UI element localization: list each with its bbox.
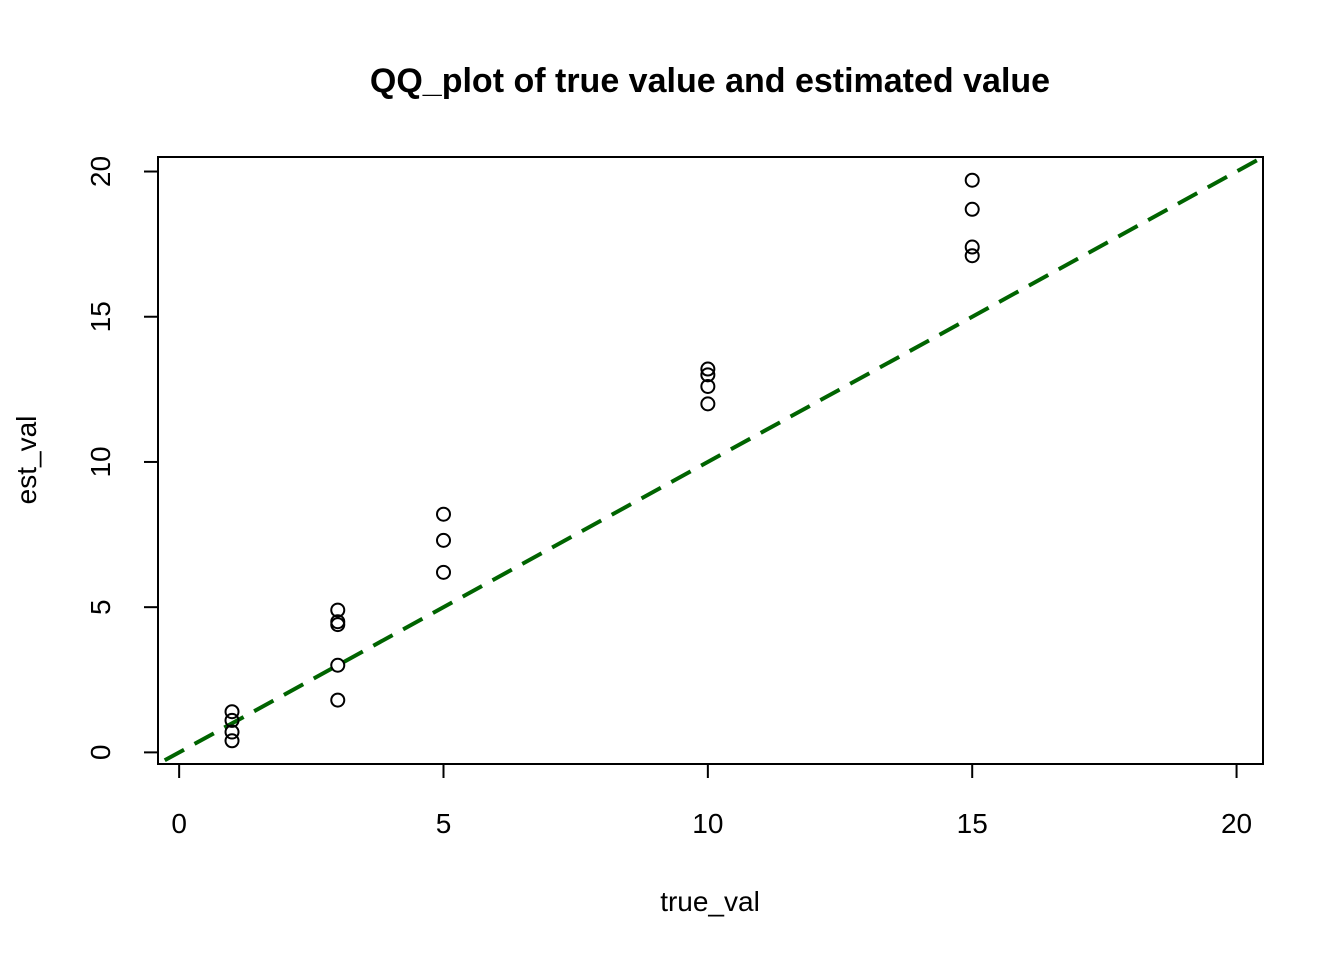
- x-tick-label: 5: [436, 808, 452, 839]
- data-point: [700, 367, 716, 383]
- data-point: [964, 248, 980, 264]
- data-point: [436, 506, 452, 522]
- y-axis-label: est_val: [11, 416, 42, 505]
- x-axis-label: true_val: [660, 886, 760, 917]
- y-tick-label: 10: [85, 446, 116, 477]
- y-tick-label: 0: [85, 745, 116, 761]
- y-tick-label: 20: [85, 156, 116, 187]
- reference-line: [158, 157, 1263, 764]
- data-point: [964, 201, 980, 217]
- x-tick-label: 0: [171, 808, 187, 839]
- y-tick-label: 5: [85, 599, 116, 615]
- data-point: [436, 564, 452, 580]
- data-point: [700, 378, 716, 394]
- data-point: [224, 712, 240, 728]
- chart-title: QQ_plot of true value and estimated valu…: [370, 62, 1050, 100]
- x-tick-label: 15: [957, 808, 988, 839]
- data-point: [700, 396, 716, 412]
- data-point: [436, 532, 452, 548]
- data-point: [964, 172, 980, 188]
- y-tick-label: 15: [85, 301, 116, 332]
- x-tick-label: 20: [1221, 808, 1252, 839]
- data-point: [330, 692, 346, 708]
- data-point: [330, 617, 346, 633]
- x-tick-label: 10: [692, 808, 723, 839]
- data-point: [330, 602, 346, 618]
- data-point: [224, 724, 240, 740]
- data-point: [964, 239, 980, 255]
- data-point: [224, 704, 240, 720]
- data-point: [330, 657, 346, 673]
- plot-area: 0 5 10 15 20 0 5 10 15 20: [85, 156, 1264, 839]
- data-point: [224, 733, 240, 749]
- data-point: [700, 361, 716, 377]
